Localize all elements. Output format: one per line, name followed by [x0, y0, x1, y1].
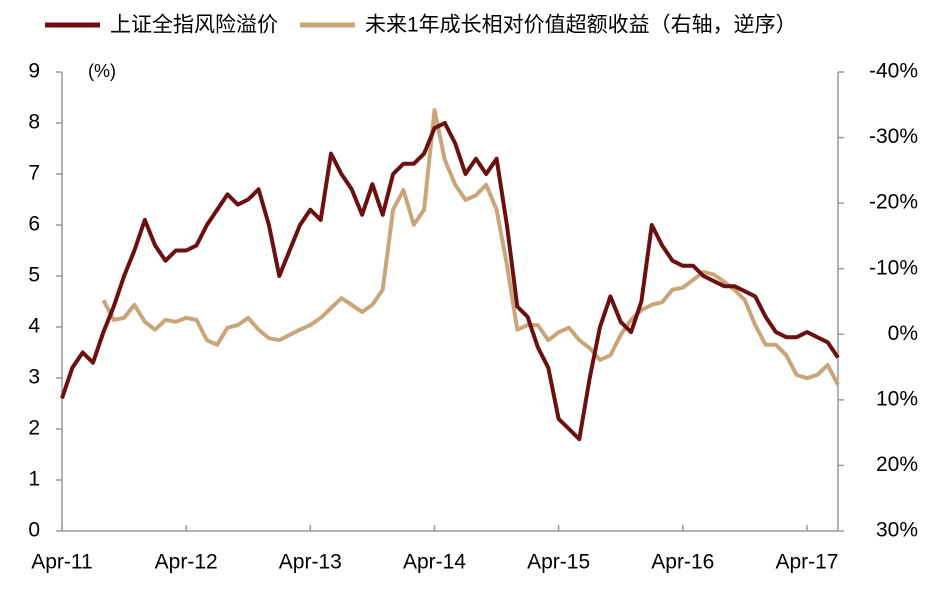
x-tick-label: Apr-17: [775, 551, 838, 574]
x-tick-label: Apr-16: [651, 551, 714, 574]
y-tick-label: 1: [28, 468, 40, 491]
y-tick-label: 4: [28, 315, 40, 338]
legend-label: 上证全指风险溢价: [110, 14, 278, 37]
y-tick-label: 5: [28, 264, 40, 287]
series-line: [101, 108, 840, 386]
x-tick-label: Apr-12: [155, 551, 218, 574]
y2-tick-label: -10%: [869, 256, 918, 279]
y2-tick-label: -30%: [869, 125, 918, 148]
y2-tick-label: -40%: [869, 60, 918, 83]
y-unit-label: (%): [88, 61, 116, 81]
x-tick-label: Apr-11: [31, 551, 92, 574]
y-tick-label: 2: [28, 417, 40, 440]
y2-tick-label: 0%: [888, 322, 918, 345]
series-line: [60, 121, 840, 442]
x-tick-label: Apr-14: [403, 551, 466, 574]
y2-tick-label: 20%: [876, 453, 918, 476]
x-tick-label: Apr-13: [279, 551, 342, 574]
y-tick-label: 7: [28, 162, 40, 185]
y2-tick-label: 10%: [876, 387, 918, 410]
y2-tick-label: -20%: [869, 191, 918, 214]
y-tick-label: 6: [28, 213, 40, 236]
y-tick-label: 3: [28, 366, 40, 389]
y-tick-label: 9: [28, 60, 40, 83]
y-tick-label: 8: [28, 111, 40, 134]
y2-tick-label: 30%: [876, 519, 918, 542]
x-tick-label: Apr-15: [527, 551, 590, 574]
y-tick-label: 0: [28, 519, 40, 542]
legend-label: 未来1年成长相对价值超额收益（右轴，逆序）: [365, 14, 797, 37]
